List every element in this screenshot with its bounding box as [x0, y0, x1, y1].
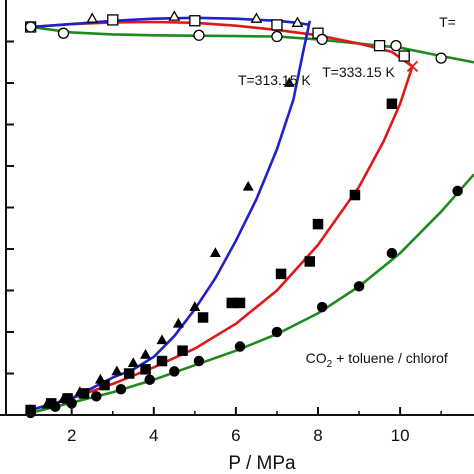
annotation-0: T=313.15 K: [238, 72, 311, 88]
filled-triangle-point: [111, 365, 123, 376]
open-square-point: [107, 14, 119, 26]
filled-square-point: [123, 368, 135, 379]
filled-circle-point: [271, 326, 283, 338]
open-triangle-point: [168, 10, 181, 21]
open-triangle-point: [250, 12, 263, 23]
x-axis-title: P / MPa: [228, 453, 296, 474]
filled-square-point: [386, 98, 398, 110]
open-circle-point: [435, 52, 447, 64]
filled-square-point: [275, 268, 287, 280]
filled-triangle-point: [140, 348, 152, 359]
filled-triangle-point: [127, 357, 139, 367]
x-tick-label-10: 10: [391, 426, 410, 445]
annotation-3: CO2 + toluene / chlorof: [306, 350, 448, 370]
filled-square-point: [197, 312, 209, 323]
filled-circle-point: [50, 401, 61, 412]
filled-triangle-point: [172, 317, 184, 328]
open-square-point: [271, 19, 283, 31]
x-tick-label-8: 8: [313, 426, 322, 445]
blue-liquid-curve: [30, 20, 312, 412]
filled-square-point: [78, 388, 90, 399]
critical-point-mark: [406, 60, 419, 73]
filled-circle-point: [353, 281, 365, 292]
open-circle-point: [390, 40, 402, 52]
open-square-point: [373, 40, 386, 52]
filled-square-point: [140, 364, 151, 375]
open-circle-point: [316, 33, 328, 46]
green-liquid-curve: [30, 173, 474, 415]
filled-triangle-point: [209, 247, 221, 258]
annotation-2: T=: [439, 14, 456, 30]
text-labels: P / MPa T=313.15 K T=333.15 K T= CO2 + tolu…: [228, 14, 455, 474]
filled-triangle-point: [156, 334, 168, 345]
filled-square-point: [304, 256, 316, 267]
filled-square-point: [349, 189, 361, 201]
filled-circle-point: [169, 366, 180, 377]
filled-triangle-point: [242, 180, 254, 191]
open-circle-point: [24, 21, 37, 33]
filled-circle-point: [452, 185, 463, 197]
filled-square-point: [156, 355, 168, 367]
x-tick-label-4: 4: [149, 426, 158, 445]
marker-layer: [24, 10, 463, 419]
filled-circle-point: [193, 355, 205, 367]
filled-square-point: [99, 379, 110, 391]
filled-circle-point: [66, 398, 77, 409]
ticks: 2 4 6 8 10: [6, 40, 442, 445]
filled-circle-point: [386, 247, 398, 259]
open-circle-point: [271, 30, 283, 43]
filled-square-point: [312, 218, 324, 230]
filled-circle-point: [91, 391, 102, 402]
open-triangle-point: [86, 12, 99, 23]
filled-circle-point: [115, 384, 127, 395]
filled-square-point: [234, 297, 246, 309]
filled-circle-point: [144, 374, 155, 385]
annotation-1: T=333.15 K: [322, 64, 395, 80]
filled-square-point: [177, 345, 188, 356]
filled-circle-point: [316, 301, 328, 313]
x-tick-label-2: 2: [67, 426, 76, 445]
green-vapor-curve: [30, 25, 474, 64]
open-triangle-point: [291, 16, 304, 27]
open-circle-point: [193, 29, 205, 41]
open-circle-point: [57, 27, 70, 39]
x-tick-label-6: 6: [231, 426, 240, 445]
open-square-point: [189, 15, 201, 27]
filled-circle-point: [234, 341, 246, 352]
filled-triangle-point: [189, 301, 201, 311]
open-square-point: [398, 50, 410, 62]
filled-triangle-point: [283, 77, 295, 87]
